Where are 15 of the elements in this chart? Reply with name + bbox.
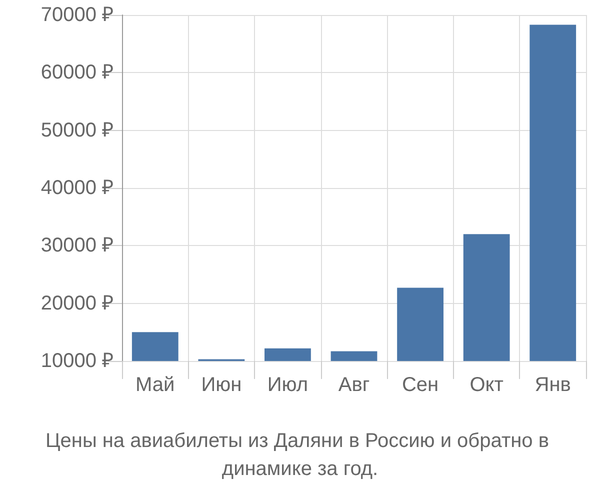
x-tick-label: Янв bbox=[534, 374, 571, 396]
text: Цены на авиабилеты из Даляни в Россию и обратно в динамике за год. bbox=[45, 430, 555, 480]
y-tick-label: 20000 ₽ bbox=[40, 292, 114, 314]
x-tick-label: Июл bbox=[267, 374, 308, 396]
y-tick-label: 70000 ₽ bbox=[40, 4, 114, 26]
x-tick-label: Авг bbox=[338, 374, 370, 396]
y-tick-label: 10000 ₽ bbox=[40, 350, 114, 372]
x-tick-label: Окт bbox=[470, 374, 504, 396]
x-tick-label: Сен bbox=[402, 374, 439, 396]
y-tick-label: 60000 ₽ bbox=[40, 62, 114, 84]
x-tick-label: Май bbox=[136, 374, 175, 396]
y-tick-label: 40000 ₽ bbox=[40, 177, 114, 199]
y-tick-label: 30000 ₽ bbox=[40, 234, 114, 257]
x-tick-label: Июн bbox=[201, 374, 242, 396]
y-tick-label: 50000 ₽ bbox=[40, 119, 114, 142]
